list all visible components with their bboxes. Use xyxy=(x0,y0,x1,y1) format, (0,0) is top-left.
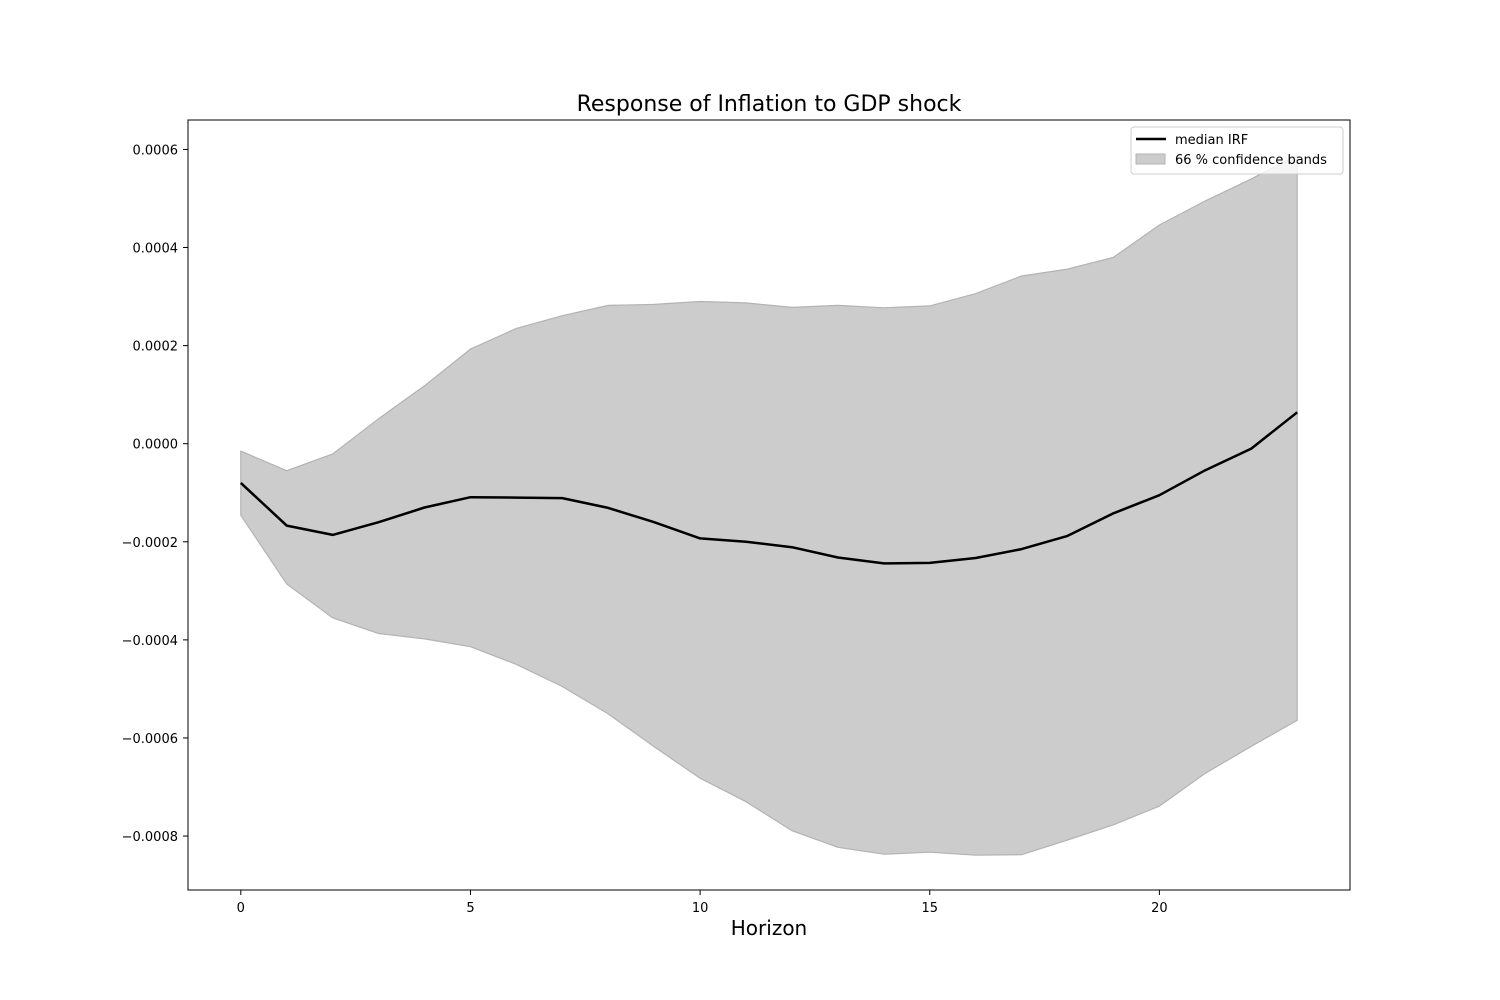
y-tick-label: 0.0000 xyxy=(133,438,179,453)
x-tick-label: 0 xyxy=(237,901,245,916)
x-tick-label: 20 xyxy=(1151,901,1168,916)
legend: median IRF 66 % confidence bands xyxy=(1130,126,1344,175)
legend-band-swatch xyxy=(1135,153,1166,165)
y-tick-label: 0.0006 xyxy=(133,143,179,158)
x-axis: 0 5 10 15 20 xyxy=(237,890,1168,916)
y-axis: −0.0008 −0.0006 −0.0004 −0.0002 0.0000 0.0002… xyxy=(122,143,188,845)
confidence-band-layer xyxy=(240,154,1298,856)
x-tick-label: 10 xyxy=(692,901,709,916)
median-line-layer xyxy=(239,411,1298,565)
legend-box xyxy=(1130,126,1344,175)
y-tick-label: −0.0006 xyxy=(122,732,178,747)
x-tick-label: 5 xyxy=(466,901,474,916)
y-tick-label: −0.0008 xyxy=(122,830,178,845)
chart-title: Response of Inflation to GDP shock xyxy=(577,92,962,117)
y-tick-label: −0.0004 xyxy=(122,634,178,649)
plot-frame xyxy=(187,119,1351,891)
median-irf-line xyxy=(239,411,1298,565)
x-tick-label: 15 xyxy=(921,901,938,916)
legend-band-label: 66 % confidence bands xyxy=(1175,153,1327,168)
y-tick-label: 0.0002 xyxy=(133,340,179,355)
x-axis-label: Horizon xyxy=(731,916,807,940)
y-tick-label: −0.0002 xyxy=(122,536,178,551)
confidence-band xyxy=(240,154,1298,856)
y-tick-label: 0.0004 xyxy=(133,242,179,257)
legend-median-label: median IRF xyxy=(1175,133,1248,148)
